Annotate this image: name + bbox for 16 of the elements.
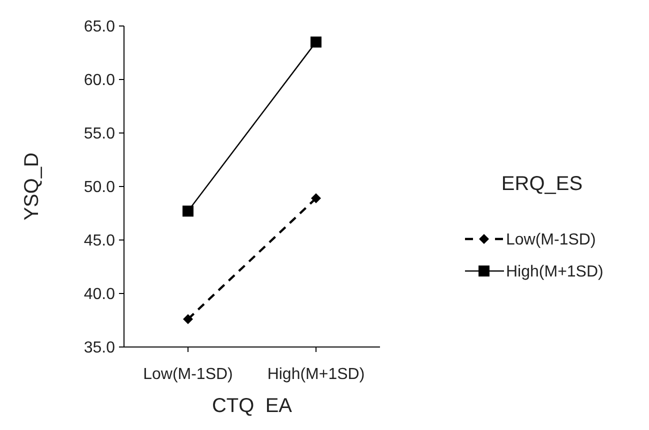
y-tick-label: 65.0 [84, 18, 116, 36]
y-tick-label: 45.0 [84, 232, 116, 250]
y-tick-label: 35.0 [84, 340, 116, 357]
y-axis-title: YSQ_D [21, 152, 43, 220]
y-tick-label: 50.0 [84, 179, 116, 196]
point [310, 36, 322, 48]
point [182, 206, 194, 217]
point [311, 193, 321, 204]
legend-label: High(M+1SD) [506, 264, 604, 281]
legend-title: ERQ_ES [501, 173, 583, 195]
y-tick-label: 60.0 [84, 72, 116, 90]
legend-label: Low(M-1SD) [506, 232, 596, 249]
y-tick-label: 40.0 [84, 286, 116, 304]
point [183, 314, 193, 324]
y-tick-label: 55.0 [84, 126, 116, 143]
x-axis-title: CTQ EA [212, 395, 293, 417]
